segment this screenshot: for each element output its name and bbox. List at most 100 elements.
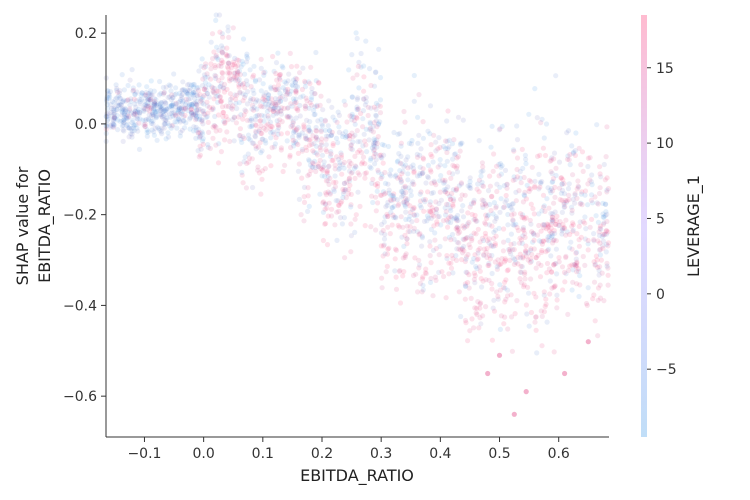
data-point <box>337 215 344 221</box>
data-point <box>545 224 551 230</box>
data-point <box>539 241 546 247</box>
data-point <box>391 214 397 221</box>
data-point <box>128 110 134 116</box>
data-point <box>408 192 414 198</box>
data-point <box>235 62 241 68</box>
data-point <box>591 292 597 298</box>
data-point <box>263 123 270 129</box>
data-point <box>341 215 347 221</box>
data-point <box>367 121 373 127</box>
data-point <box>213 75 219 81</box>
data-point <box>531 237 537 243</box>
data-point <box>121 111 127 117</box>
data-point <box>288 88 294 94</box>
data-point <box>356 172 362 178</box>
data-point <box>509 247 516 253</box>
data-point <box>119 112 125 118</box>
data-point <box>453 257 460 263</box>
data-point <box>141 108 147 114</box>
data-point <box>360 108 366 114</box>
data-point <box>361 74 367 80</box>
data-point <box>596 232 603 239</box>
data-point <box>268 130 274 136</box>
data-point <box>124 115 130 122</box>
data-point <box>575 183 581 189</box>
data-point <box>500 248 506 254</box>
data-point <box>268 84 274 90</box>
data-point <box>344 119 350 125</box>
data-point <box>256 77 263 83</box>
data-point <box>429 153 435 160</box>
data-point <box>404 201 410 207</box>
data-point <box>230 62 236 68</box>
data-point <box>324 148 330 155</box>
data-point <box>318 128 324 135</box>
data-point <box>456 225 462 231</box>
data-point <box>314 102 320 108</box>
data-point <box>160 84 166 91</box>
data-point <box>517 276 523 282</box>
data-point <box>530 230 537 236</box>
data-point <box>587 177 593 183</box>
data-point <box>466 285 472 291</box>
data-point <box>269 145 275 151</box>
data-point <box>251 72 257 78</box>
data-point <box>463 320 469 326</box>
data-point <box>482 201 488 207</box>
data-point <box>551 262 557 268</box>
data-point <box>377 75 384 81</box>
data-point <box>585 202 591 208</box>
data-point <box>294 126 300 132</box>
data-point <box>527 217 533 223</box>
data-point <box>259 136 265 142</box>
data-point <box>517 175 523 181</box>
data-point <box>175 99 181 106</box>
data-point <box>320 107 326 113</box>
data-point <box>483 221 489 227</box>
data-point <box>592 318 598 324</box>
data-point <box>427 239 433 245</box>
data-point <box>480 204 486 210</box>
data-point <box>405 165 411 171</box>
data-point <box>116 93 122 99</box>
data-point <box>410 166 417 172</box>
data-point <box>352 132 358 138</box>
data-point <box>125 121 131 127</box>
data-point <box>404 236 410 242</box>
data-point <box>565 153 571 159</box>
data-point <box>417 164 423 170</box>
data-point <box>444 255 450 262</box>
data-point <box>198 146 204 152</box>
data-point <box>320 200 326 206</box>
data-point <box>297 132 303 138</box>
data-point <box>241 135 247 141</box>
data-point <box>402 232 408 238</box>
data-point <box>522 193 528 199</box>
data-point <box>566 181 572 187</box>
data-point <box>279 93 286 99</box>
data-point <box>433 206 440 212</box>
data-point <box>220 45 226 51</box>
data-point <box>521 216 528 222</box>
data-point <box>472 280 478 286</box>
data-point <box>477 305 483 311</box>
data-point <box>301 184 308 190</box>
data-point <box>547 291 553 297</box>
data-point <box>357 203 363 209</box>
data-point <box>489 286 495 292</box>
data-point <box>454 246 460 252</box>
data-point <box>353 30 359 36</box>
data-point <box>271 68 277 74</box>
data-point <box>255 144 261 150</box>
data-point <box>163 111 169 117</box>
data-point <box>528 201 534 207</box>
data-point <box>380 243 387 249</box>
data-point <box>284 130 291 136</box>
data-point <box>306 137 312 143</box>
data-point <box>497 261 503 268</box>
data-point <box>401 164 407 170</box>
data-point <box>484 245 490 251</box>
data-point <box>165 120 171 126</box>
data-point <box>181 118 187 124</box>
data-point <box>307 119 313 125</box>
